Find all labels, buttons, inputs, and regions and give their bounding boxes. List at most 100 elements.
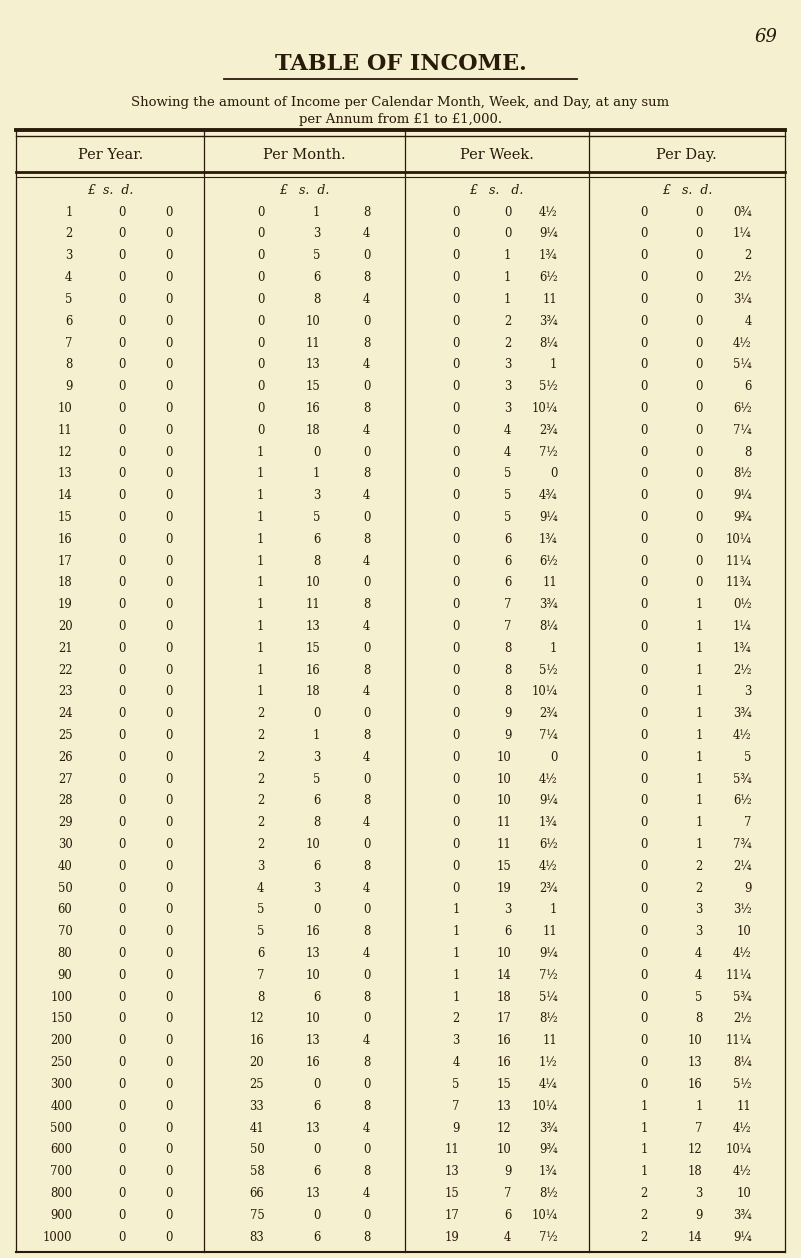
Text: 16: 16 <box>250 1034 264 1048</box>
Text: 16: 16 <box>58 532 73 546</box>
Text: 4½: 4½ <box>733 336 751 350</box>
Text: 20: 20 <box>58 620 73 633</box>
Text: 1: 1 <box>453 903 460 917</box>
Text: 2½: 2½ <box>733 1013 751 1025</box>
Text: 7: 7 <box>504 1186 511 1200</box>
Text: 0: 0 <box>453 663 460 677</box>
Text: 0: 0 <box>118 205 125 219</box>
Text: 0: 0 <box>640 1055 648 1069</box>
Text: 0: 0 <box>165 467 172 481</box>
Text: 800: 800 <box>50 1186 73 1200</box>
Text: 0: 0 <box>118 1144 125 1156</box>
Text: 0: 0 <box>695 270 702 284</box>
Text: 1: 1 <box>257 511 264 525</box>
Text: 6: 6 <box>313 990 320 1004</box>
Text: 1: 1 <box>695 794 702 808</box>
Text: 7¼: 7¼ <box>539 728 557 742</box>
Text: 11¾: 11¾ <box>726 576 751 590</box>
Text: 8: 8 <box>363 532 370 546</box>
Text: 0: 0 <box>640 903 648 917</box>
Text: 12: 12 <box>250 1013 264 1025</box>
Text: 0: 0 <box>118 728 125 742</box>
Text: 2¾: 2¾ <box>539 707 557 721</box>
Text: 2: 2 <box>453 1013 460 1025</box>
Text: 13: 13 <box>688 1055 702 1069</box>
Text: 0: 0 <box>257 249 264 263</box>
Text: 0: 0 <box>453 205 460 219</box>
Text: 0: 0 <box>165 816 172 829</box>
Text: 18: 18 <box>58 576 73 590</box>
Text: 0: 0 <box>640 336 648 350</box>
Text: 4½: 4½ <box>733 728 751 742</box>
Text: 10: 10 <box>737 1186 751 1200</box>
Text: 0: 0 <box>165 1144 172 1156</box>
Text: 0: 0 <box>165 642 172 655</box>
Text: 0: 0 <box>118 882 125 894</box>
Text: 0: 0 <box>640 882 648 894</box>
Text: 11¼: 11¼ <box>726 1034 751 1048</box>
Text: 0: 0 <box>165 969 172 982</box>
Text: 1: 1 <box>313 728 320 742</box>
Text: 11¼: 11¼ <box>726 555 751 567</box>
Text: 2: 2 <box>65 228 73 240</box>
Text: 15: 15 <box>306 380 320 394</box>
Text: 50: 50 <box>250 1144 264 1156</box>
Text: 0: 0 <box>695 293 702 306</box>
Text: 8: 8 <box>363 1099 370 1113</box>
Text: 0: 0 <box>313 1209 320 1222</box>
Text: 0: 0 <box>640 1078 648 1091</box>
Text: 18: 18 <box>497 990 511 1004</box>
Text: 0: 0 <box>363 249 370 263</box>
Text: 3¾: 3¾ <box>539 1121 557 1135</box>
Text: 8: 8 <box>257 990 264 1004</box>
Text: 9: 9 <box>744 882 751 894</box>
Text: 0: 0 <box>118 751 125 764</box>
Text: 9: 9 <box>504 1165 511 1179</box>
Text: 5¼: 5¼ <box>733 359 751 371</box>
Text: 9¼: 9¼ <box>539 794 557 808</box>
Text: 27: 27 <box>58 772 73 786</box>
Text: 0: 0 <box>118 903 125 917</box>
Text: 0: 0 <box>165 1121 172 1135</box>
Text: 10: 10 <box>497 772 511 786</box>
Text: 1: 1 <box>257 620 264 633</box>
Text: 3: 3 <box>504 903 511 917</box>
Text: 8½: 8½ <box>733 467 751 481</box>
Text: 15: 15 <box>58 511 73 525</box>
Text: 8: 8 <box>363 728 370 742</box>
Text: 0: 0 <box>640 380 648 394</box>
Text: 4: 4 <box>504 424 511 437</box>
Text: 0: 0 <box>640 489 648 502</box>
Text: 6: 6 <box>504 576 511 590</box>
Text: 0: 0 <box>257 205 264 219</box>
Text: 2: 2 <box>640 1186 648 1200</box>
Text: 5½: 5½ <box>733 1078 751 1091</box>
Text: Per Month.: Per Month. <box>263 148 346 162</box>
Text: 0: 0 <box>695 555 702 567</box>
Text: 7¼: 7¼ <box>733 424 751 437</box>
Text: 0: 0 <box>695 314 702 328</box>
Text: 4: 4 <box>363 751 370 764</box>
Text: 1: 1 <box>695 838 702 852</box>
Text: 2: 2 <box>257 751 264 764</box>
Text: 0: 0 <box>257 314 264 328</box>
Text: 10: 10 <box>737 925 751 938</box>
Text: 4½: 4½ <box>539 772 557 786</box>
Text: 1: 1 <box>640 1144 648 1156</box>
Text: 1: 1 <box>257 663 264 677</box>
Text: 1: 1 <box>695 751 702 764</box>
Text: 3: 3 <box>504 359 511 371</box>
Text: 0: 0 <box>165 359 172 371</box>
Text: 26: 26 <box>58 751 73 764</box>
Text: 11: 11 <box>542 1034 557 1048</box>
Text: 0: 0 <box>118 445 125 459</box>
Text: 0: 0 <box>313 1078 320 1091</box>
Text: 0: 0 <box>363 314 370 328</box>
Text: 9: 9 <box>65 380 73 394</box>
Text: 8: 8 <box>363 1230 370 1244</box>
Text: 1: 1 <box>313 467 320 481</box>
Text: 0: 0 <box>363 969 370 982</box>
Text: 11: 11 <box>306 598 320 611</box>
Text: 10: 10 <box>497 794 511 808</box>
Text: 1: 1 <box>695 663 702 677</box>
